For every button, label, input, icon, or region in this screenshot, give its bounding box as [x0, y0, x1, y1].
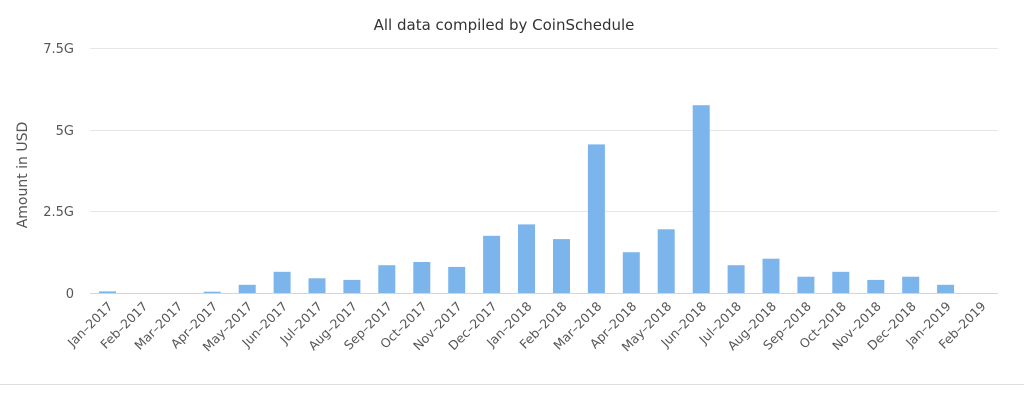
bar[interactable]	[832, 271, 850, 293]
bar[interactable]	[273, 271, 291, 293]
bar[interactable]	[448, 266, 466, 293]
y-tick-label: 5G	[56, 124, 74, 139]
bar[interactable]	[797, 276, 815, 293]
bar[interactable]	[553, 239, 570, 293]
y-tick-label: 2.5G	[43, 205, 74, 220]
bar[interactable]	[238, 284, 256, 293]
bar[interactable]	[378, 265, 396, 293]
bar[interactable]	[308, 278, 326, 293]
bar[interactable]	[343, 279, 361, 293]
bar[interactable]	[727, 265, 745, 293]
bar[interactable]	[203, 291, 221, 293]
bars	[99, 105, 955, 293]
bar[interactable]	[483, 235, 501, 293]
bar[interactable]	[692, 105, 710, 293]
bar[interactable]	[902, 276, 920, 293]
bar[interactable]	[622, 252, 640, 293]
bar[interactable]	[99, 291, 116, 293]
y-axis-ticks: 0 2.5G 5G 7.5G	[43, 42, 74, 302]
gridlines	[90, 48, 998, 294]
bar[interactable]	[587, 144, 605, 293]
y-axis-label: Amount in USD	[15, 122, 31, 229]
y-tick-label: 7.5G	[43, 42, 74, 57]
y-tick-label: 0	[66, 287, 74, 302]
chart-title: All data compiled by CoinSchedule	[374, 16, 635, 34]
bar[interactable]	[518, 224, 535, 293]
bar[interactable]	[657, 229, 675, 293]
bar[interactable]	[937, 284, 955, 293]
x-axis-ticks: Jan–2017Feb–2017Mar–2017Apr–2017May–2017…	[64, 298, 989, 354]
bar[interactable]	[413, 262, 431, 293]
bar[interactable]	[762, 258, 780, 293]
bar[interactable]	[867, 279, 885, 293]
